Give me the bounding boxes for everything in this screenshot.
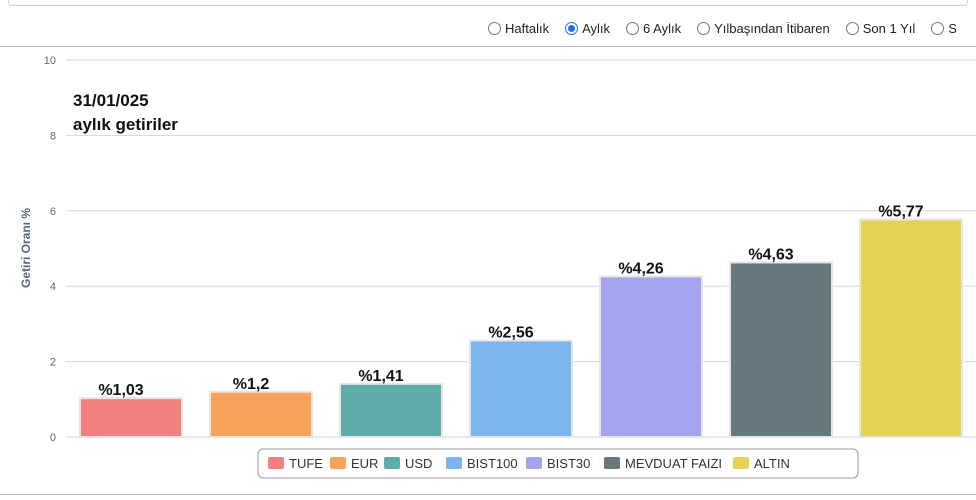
legend-item[interactable]: EUR [330,456,378,471]
data-label: %4,26 [618,260,663,277]
bar-usd[interactable] [339,382,443,438]
period-option[interactable]: Yılbaşından İtibaren [697,21,830,36]
data-label: %5,77 [878,203,923,220]
legend-label: EUR [351,456,378,471]
data-label: %1,03 [98,382,143,399]
y-tick-label: 0 [50,432,56,444]
y-tick-label: 6 [50,206,56,218]
y-axis-ticks: 0 2 4 6 8 10 [44,55,56,444]
y-axis-label: Getiri Oranı % [19,208,33,288]
period-option[interactable]: Son 1 Yıl [845,20,916,36]
legend-box [257,448,859,479]
y-tick-label: 2 [50,357,56,369]
chart-title: 31/01/025 [73,91,149,110]
y-tick-label: 10 [44,55,56,67]
period-label: 6 Aylık [643,20,682,36]
period-selector: Haftalık Aylık 6 Aylık Yılbaşından İtibaren… [488,18,973,38]
bar-altin[interactable] [859,218,963,438]
period-label: Aylık [582,20,611,36]
period-option[interactable]: Aylık [565,21,610,36]
legend-item[interactable]: BIST100 [446,456,518,471]
bottom-divider [0,494,976,495]
radio-button[interactable] [488,21,501,35]
period-option[interactable]: Haftalık [488,21,549,36]
data-labels: %1,03 %1,2 %1,41 %2,56 %4,26 %4,63 %5,77 [98,203,923,399]
period-label: Haftalık [505,20,550,36]
y-tick-label: 8 [50,130,56,142]
legend: TUFE EUR USD BIST100 BIST30 MEVDUAT FAIZI ALTI… [257,448,859,479]
data-label: %1,2 [233,376,270,393]
legend-swatch [526,457,542,469]
bar-mevduat-faizi[interactable] [729,261,833,438]
legend-swatch [384,457,400,469]
data-label: %4,63 [748,246,793,263]
legend-swatch [604,457,620,469]
top-input-field[interactable] [8,0,968,6]
legend-swatch [268,457,284,469]
bar-tufe[interactable] [79,397,183,439]
legend-swatch [330,457,346,469]
legend-label: TUFE [289,456,323,471]
legend-item[interactable]: MEVDUAT FAIZI [604,456,722,471]
y-tick-label: 4 [50,281,56,293]
radio-button[interactable] [697,21,711,35]
bar-bist100[interactable] [469,339,573,439]
radio-button[interactable] [565,21,579,35]
legend-item[interactable]: TUFE [268,456,323,471]
period-option[interactable]: S [931,21,957,36]
legend-label: BIST30 [547,456,590,471]
data-label: %1,41 [358,368,403,385]
bar-bist30[interactable] [599,275,703,439]
chart-subtitle: aylık getiriler [73,115,178,134]
legend-swatch [446,457,462,469]
bars [79,218,963,439]
radio-button[interactable] [626,21,640,35]
legend-label: BIST100 [467,456,518,471]
period-label: Son 1 Yıl [862,20,916,36]
radio-button[interactable] [931,21,945,35]
radio-button[interactable] [845,21,859,35]
period-label: S [948,20,957,36]
bar-eur[interactable] [209,390,313,439]
period-label: Yılbaşından İtibaren [714,20,830,36]
period-option[interactable]: 6 Aylık [626,21,681,36]
legend-item[interactable]: BIST30 [526,456,590,471]
legend-swatch [733,457,749,469]
legend-label: MEVDUAT FAIZI [625,456,722,471]
legend-item[interactable]: USD [384,456,432,471]
legend-label: USD [405,456,432,471]
legend-item[interactable]: ALTIN [733,456,790,471]
top-divider [0,46,976,47]
legend-label: ALTIN [754,456,790,471]
data-label: %2,56 [488,324,533,341]
